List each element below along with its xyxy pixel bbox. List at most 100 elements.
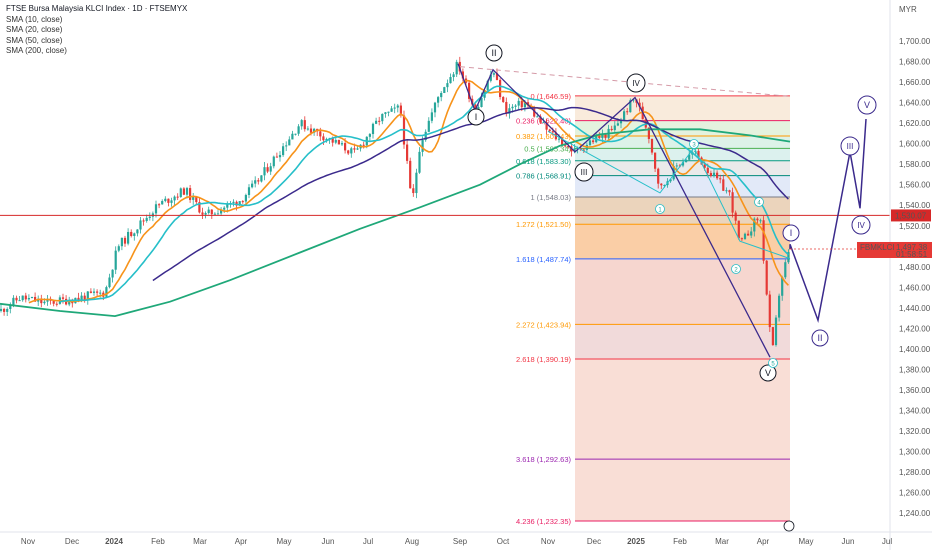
candle-body [334,139,337,143]
candle-body [511,106,514,109]
minor-wave-circle [731,264,741,274]
candle-body [257,180,260,182]
candle-body [285,145,288,147]
candle-body [437,97,440,103]
candle-body [322,136,325,141]
candle-body [626,111,629,113]
price-tick: 1,480.00 [899,263,931,272]
sma-20-line [59,85,789,303]
minor-wave-circle [689,139,699,149]
fib-zone [575,175,790,197]
time-tick: Sep [453,537,468,546]
candle-body [706,167,709,173]
price-tick: 1,660.00 [899,78,931,87]
candle-body [136,229,139,234]
candle-body [275,156,278,158]
candle-body [80,295,83,300]
candle-body [495,73,499,80]
candle-body [313,128,316,133]
projection-path [789,118,867,323]
time-tick: May [276,537,291,546]
candle-body [557,138,561,140]
candle-body [399,105,402,116]
candle-body [282,146,285,156]
candle-body [492,73,495,75]
wave-label-iv: IV [632,79,640,88]
candle-body [306,128,309,130]
candle-body [768,294,771,328]
time-tick: May [798,537,813,546]
time-tick: Mar [193,537,207,546]
wave-label-iii-circle [574,162,594,182]
minor-wave-label: 2 [734,268,738,274]
candle-body [520,100,523,108]
resistance-price-tag [891,209,931,222]
candle-body [743,233,747,240]
candle-body [251,183,254,188]
minor-wave-circle [754,197,764,207]
candle-body [232,201,235,203]
candle-body [747,233,750,236]
candle-body [601,133,604,139]
time-tick: Apr [757,537,770,546]
price-tick: 1,300.00 [899,448,931,457]
candle-body [117,246,120,251]
price-tick: 1,600.00 [899,140,931,149]
candle-body [55,303,58,305]
candle-body [390,108,393,112]
legend-sma200[interactable]: SMA (200, close) [6,46,67,55]
candle-body [548,129,551,132]
resistance-price-label: 1,530.07 [895,211,927,220]
price-tick: 1,520.00 [899,222,931,231]
candle-body [130,231,133,236]
candle-body [613,125,616,131]
time-tick: Nov [21,537,35,546]
legend-sma10[interactable]: SMA (10, close) [6,14,63,24]
candle-body [449,77,452,84]
candle-body [381,113,384,122]
candle-body [294,133,297,135]
time-tick: Dec [65,537,79,546]
time-tick: Dec [587,537,601,546]
fib-label: 0.786 (1,568.91) [516,172,572,181]
candle-body [331,137,334,143]
price-tick: 1,380.00 [899,365,931,374]
candle-body [765,260,768,295]
candle-body [660,183,663,186]
candle-body [784,262,787,278]
candle-body [443,87,446,93]
price-tick: 1,360.00 [899,386,931,395]
price-tick: 1,260.00 [899,489,931,498]
candle-body [657,168,660,184]
candle-body [254,180,257,184]
legend-sma20[interactable]: SMA (20, close) [6,25,63,34]
fib-label: 1.272 (1,521.50) [516,220,572,229]
candle-body [176,196,179,198]
time-tick: Jul [363,537,373,546]
candle-body [669,179,672,182]
candle-body [356,148,359,150]
price-tick: 1,460.00 [899,283,931,292]
candle-body [771,327,774,346]
candle-body [725,190,728,192]
candle-body [189,188,192,200]
candle-body [734,212,737,221]
candle-body [27,298,30,300]
legend-sma50[interactable]: SMA (50, close) [6,35,63,45]
candle-body [114,250,117,270]
trend-dashed-line [459,66,791,97]
price-tick: 1,560.00 [899,181,931,190]
candle-body [223,207,226,210]
bolt-icon [783,520,795,532]
candle-body [619,119,623,124]
candle-body [523,102,526,108]
candle-body [384,112,387,114]
candle-body [719,178,722,180]
fib-label: 1.618 (1,487.74) [516,255,572,264]
time-tick: Nov [541,537,555,546]
candle-body [632,99,635,101]
time-tick: Jun [842,537,855,546]
candle-body [83,295,86,301]
candle-body [508,108,511,114]
